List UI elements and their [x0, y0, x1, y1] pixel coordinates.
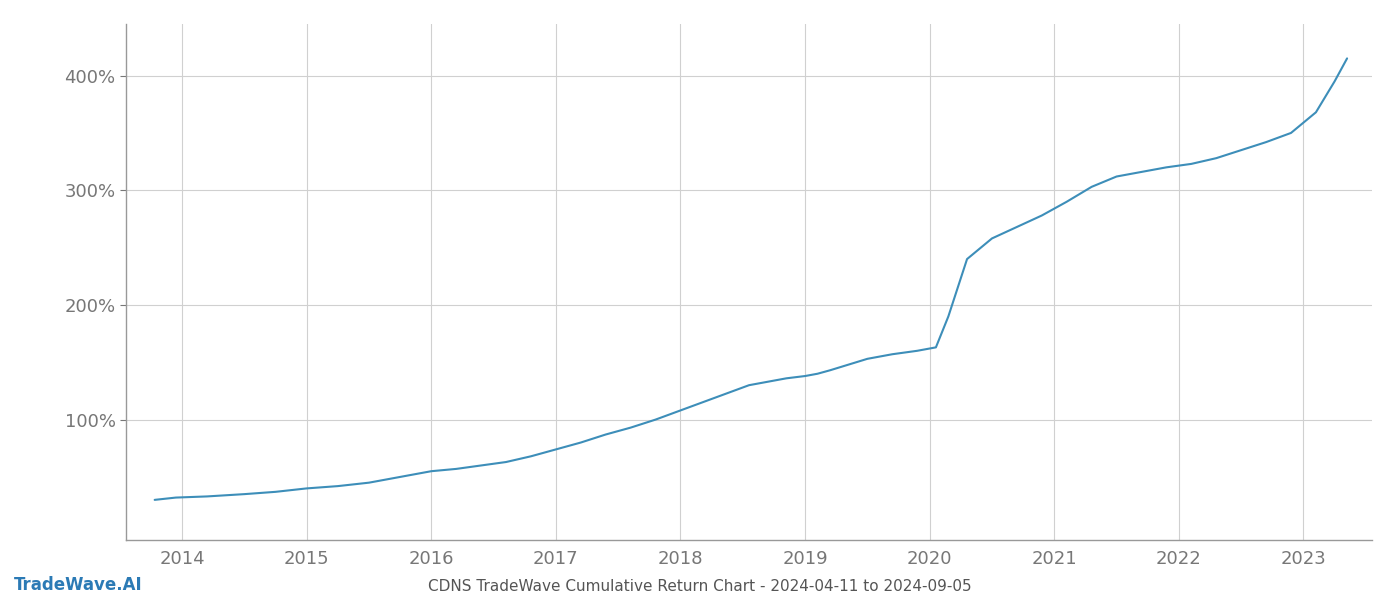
Text: CDNS TradeWave Cumulative Return Chart - 2024-04-11 to 2024-09-05: CDNS TradeWave Cumulative Return Chart -…	[428, 579, 972, 594]
Text: TradeWave.AI: TradeWave.AI	[14, 576, 143, 594]
